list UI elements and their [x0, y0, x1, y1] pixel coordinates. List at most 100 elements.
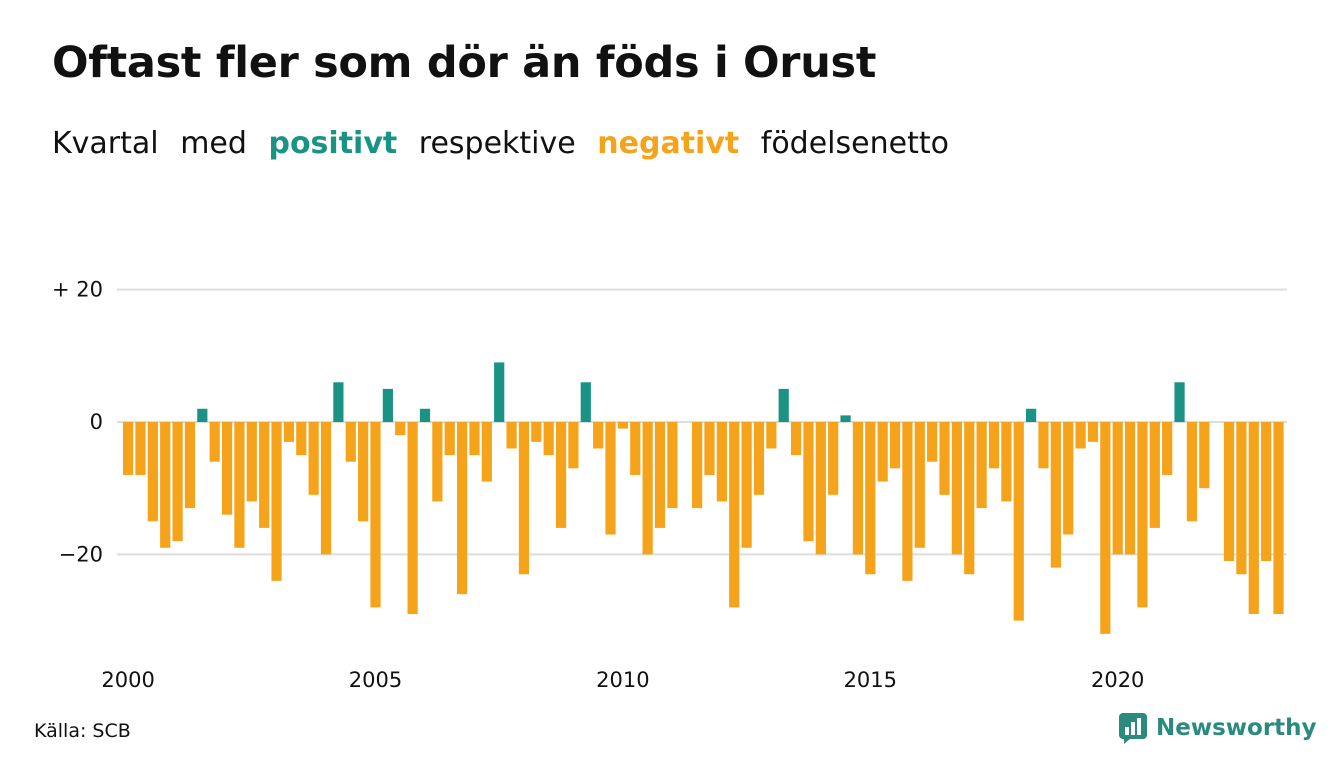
bar — [1199, 422, 1210, 489]
bar — [234, 422, 245, 548]
bar — [753, 422, 765, 495]
bar — [1236, 422, 1247, 575]
bar — [778, 388, 789, 422]
y-tick-label: 0 — [90, 410, 103, 434]
bar — [1149, 422, 1160, 528]
bar — [593, 422, 604, 449]
subtitle-word: Kvartal — [52, 126, 159, 161]
subtitle-positive-label: positivt — [268, 126, 398, 161]
bar — [123, 422, 134, 475]
bar — [828, 422, 839, 495]
subtitle-negative-label: negativt — [597, 126, 740, 161]
bar — [283, 422, 295, 442]
bar — [654, 422, 666, 528]
bar — [1124, 422, 1136, 555]
bar — [976, 422, 987, 509]
bar — [951, 422, 962, 555]
x-tick-label: 2010 — [596, 668, 649, 692]
bar — [1112, 422, 1123, 555]
bar — [506, 422, 517, 449]
bar — [308, 422, 319, 495]
subtitle-word: födelsenetto — [760, 126, 949, 161]
bar — [1137, 422, 1148, 608]
x-tick-label: 2020 — [1091, 668, 1144, 692]
bar — [580, 382, 591, 422]
bar — [1223, 422, 1235, 562]
y-tick-label: + 20 — [52, 278, 103, 302]
bar — [469, 422, 480, 456]
bar — [815, 422, 826, 555]
bar — [543, 422, 554, 456]
bar — [692, 422, 703, 509]
bar — [840, 415, 851, 422]
bar — [1174, 382, 1185, 422]
bar — [852, 422, 864, 555]
bar — [246, 422, 257, 502]
bar — [1075, 422, 1086, 449]
bar — [939, 422, 950, 495]
subtitle-word: respektive — [418, 126, 576, 161]
bar — [1038, 422, 1049, 469]
bar — [518, 422, 530, 575]
bar — [1162, 422, 1173, 475]
bar — [494, 362, 505, 422]
x-tick-label: 2000 — [101, 668, 154, 692]
bar — [1100, 422, 1111, 634]
bar — [531, 422, 542, 442]
bar — [135, 422, 146, 475]
bar — [630, 422, 641, 475]
bar — [865, 422, 876, 575]
bar — [716, 422, 727, 502]
bar — [382, 388, 393, 422]
bar — [1050, 422, 1061, 568]
chart-title: Oftast fler som dör än föds i Orust — [52, 38, 877, 88]
bar — [1013, 422, 1024, 621]
bar — [927, 422, 938, 462]
bar — [642, 422, 653, 555]
bar — [296, 422, 307, 456]
bar — [877, 422, 888, 482]
chart-subtitle: Kvartal med positivt respektive negativt… — [52, 126, 961, 161]
bar — [605, 422, 616, 535]
bar — [432, 422, 443, 502]
bar — [1248, 422, 1259, 614]
bar — [395, 422, 406, 436]
bar — [209, 422, 220, 462]
bar — [221, 422, 233, 515]
bar — [1063, 422, 1074, 535]
bar — [456, 422, 468, 595]
bar — [790, 422, 802, 456]
bar — [259, 422, 270, 528]
bar — [370, 422, 381, 608]
bar — [741, 422, 752, 548]
bar — [444, 422, 455, 456]
bar — [1273, 422, 1284, 614]
bar — [1026, 408, 1037, 422]
bar — [147, 422, 158, 522]
bar — [160, 422, 171, 548]
bar — [1001, 422, 1012, 502]
bar — [197, 408, 208, 422]
bar — [964, 422, 975, 575]
bar — [345, 422, 356, 462]
bar — [766, 422, 777, 449]
bar — [407, 422, 418, 614]
bar — [184, 422, 196, 509]
bar — [667, 422, 678, 509]
bar — [1261, 422, 1272, 562]
bar — [333, 382, 344, 422]
source-note: Källa: SCB — [34, 720, 131, 742]
subtitle-word: med — [180, 126, 247, 161]
bar — [729, 422, 740, 608]
bar — [271, 422, 282, 581]
bar — [617, 422, 628, 429]
y-tick-label: −20 — [59, 542, 103, 566]
brand[interactable]: Newsworthy — [1118, 712, 1317, 744]
bar — [988, 422, 1000, 469]
bar — [358, 422, 369, 522]
bar — [1087, 422, 1099, 442]
newsworthy-logo-icon — [1119, 713, 1147, 744]
bar — [889, 422, 901, 469]
x-tick-label: 2015 — [844, 668, 897, 692]
